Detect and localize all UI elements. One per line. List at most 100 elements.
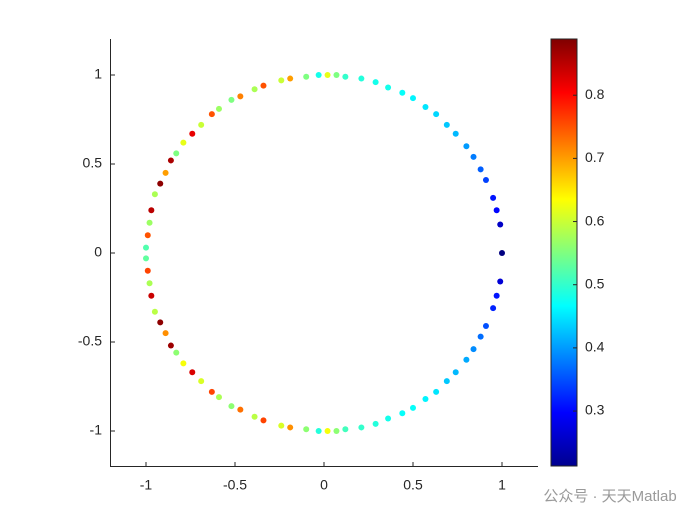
x-tick-label: -0.5 [223,477,247,493]
point [463,356,470,363]
point [452,130,459,137]
point [470,153,477,160]
x-tick-label: -1 [140,477,153,493]
point [146,219,153,226]
y-tick-label: -0.5 [78,333,102,349]
point [167,157,174,164]
point [237,93,244,100]
point [358,424,365,431]
point [157,319,164,326]
point [208,111,215,118]
point [482,322,489,329]
point [143,255,149,262]
x-tick-label: 0.5 [403,477,423,493]
point [385,415,392,422]
point [189,130,196,137]
y-tick-label: 0.5 [83,155,103,171]
point [333,72,340,78]
point [443,378,450,385]
point [433,111,440,118]
point [303,73,310,80]
point [148,292,155,299]
point [493,292,500,299]
point [198,378,205,385]
point [324,72,331,78]
point [173,150,180,157]
point [490,305,497,312]
colorbar-tick-label: 0.4 [585,339,605,355]
point [303,426,310,433]
y-tick-label: -1 [90,422,103,438]
point [215,394,222,401]
point [148,207,155,214]
point [410,95,416,102]
point [315,428,322,434]
point [385,84,392,91]
point [251,86,258,93]
point [198,121,205,128]
colorbar-tick-label: 0.6 [585,212,605,228]
point [180,360,187,367]
colorbar-tick-label: 0.3 [585,402,605,418]
point [278,77,285,84]
point [287,75,294,82]
point [482,177,489,184]
point [173,349,180,356]
point [151,308,158,315]
watermark: 公众号 · 天天Matlab [543,488,676,505]
point [208,388,215,395]
point [342,426,349,433]
point [499,250,505,256]
point [157,180,164,187]
point [443,121,450,128]
point [410,404,416,411]
point [497,278,504,285]
point [342,73,349,80]
point [228,96,235,103]
point [260,417,267,424]
point [162,330,169,337]
point [237,406,244,413]
point [278,422,285,429]
x-tick-label: 0 [320,477,328,493]
point [215,105,222,112]
point [399,89,406,96]
point [180,139,187,146]
point [315,72,322,78]
point [144,232,151,239]
point [189,369,196,376]
point [260,82,267,89]
colorbar [550,38,578,467]
point [452,369,459,376]
point [470,346,477,353]
point [422,104,429,111]
y-tick-label: 0 [94,244,102,260]
point [151,191,158,198]
point [324,428,331,434]
colorbar-tick-label: 0.5 [585,275,605,291]
x-tick-label: 1 [498,477,506,493]
point [399,410,406,417]
colorbar-tick-label: 0.8 [585,86,605,102]
point [167,342,174,349]
point [162,169,169,176]
point [372,420,379,427]
point [228,403,235,410]
point [477,166,484,173]
point [143,244,149,251]
point [251,413,258,420]
point [287,424,294,431]
point [497,221,504,228]
point [333,428,340,434]
colorbar-tick-label: 0.7 [585,149,605,165]
point [463,143,470,150]
point [422,395,429,402]
point [144,267,151,274]
point [372,79,379,86]
point [493,207,500,214]
point [490,194,497,201]
point [433,388,440,395]
point [146,280,153,287]
y-tick-label: 1 [94,66,102,82]
